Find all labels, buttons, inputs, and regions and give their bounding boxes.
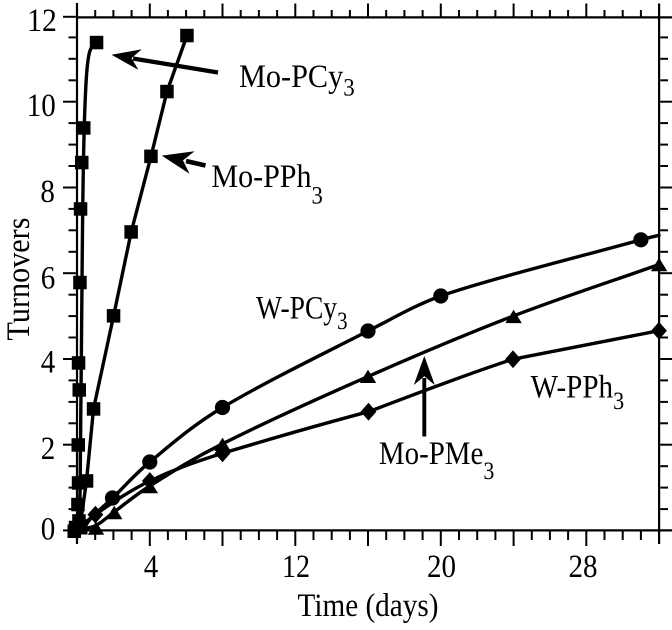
- svg-text:Time (days): Time (days): [298, 586, 439, 623]
- svg-text:6: 6: [41, 259, 56, 296]
- svg-text:10: 10: [27, 86, 56, 123]
- svg-text:2: 2: [41, 429, 56, 466]
- svg-text:4: 4: [41, 343, 56, 380]
- svg-text:28: 28: [568, 547, 597, 584]
- svg-text:12: 12: [282, 548, 310, 585]
- svg-text:0: 0: [41, 510, 56, 547]
- svg-text:4: 4: [144, 547, 159, 584]
- svg-text:20: 20: [427, 547, 456, 584]
- svg-text:8: 8: [40, 172, 55, 209]
- svg-text:12: 12: [27, 2, 57, 39]
- svg-text:Turnovers: Turnovers: [0, 218, 36, 341]
